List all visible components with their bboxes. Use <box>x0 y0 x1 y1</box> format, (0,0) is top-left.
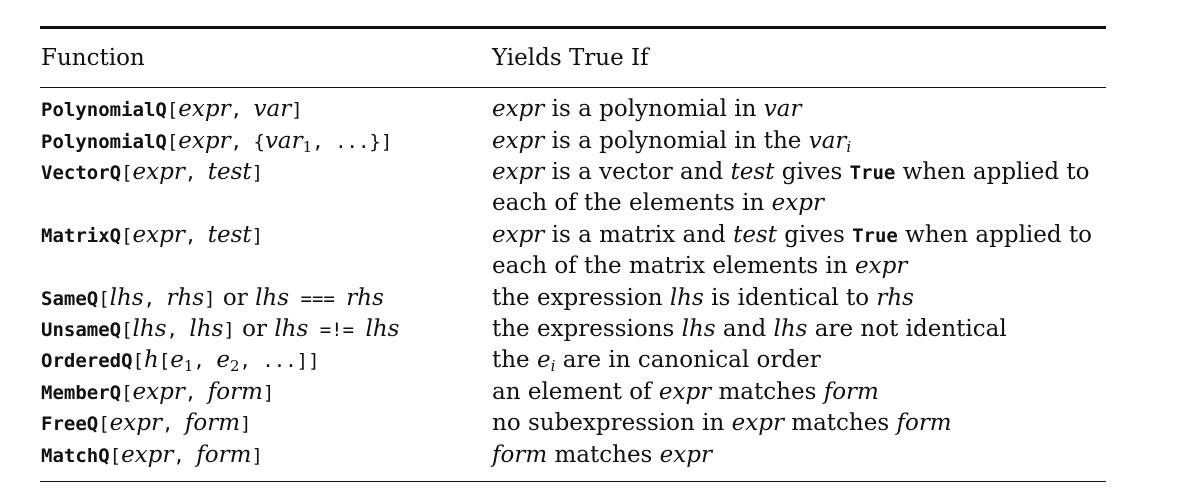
table-row-description: an element of expr matches form <box>492 379 879 405</box>
table-row-description: expr is a vector and test gives True whe… <box>492 159 1090 185</box>
table-row-description: expr is a matrix and test gives True whe… <box>492 222 1093 248</box>
table-top-rule <box>40 26 1106 29</box>
table-row-function: FreeQ[expr, form] <box>41 410 252 436</box>
column-header-function: Function <box>41 45 145 71</box>
table-row-function: UnsameQ[lhs, lhs] or lhs =!= lhs <box>41 316 400 342</box>
table-row-description: the expression lhs is identical to rhs <box>492 285 914 311</box>
table-row-description: the expressions lhs and lhs are not iden… <box>492 316 1007 342</box>
table-row-function: PolynomialQ[expr, var] <box>41 96 303 122</box>
table-bottom-rule <box>40 481 1106 482</box>
table-row-function: OrderedQ[h[e1, e2, ...]] <box>41 347 320 375</box>
column-header-yields-true-if: Yields True If <box>492 45 649 71</box>
table-row-description: the ei are in canonical order <box>492 347 821 375</box>
table-row-description: form matches expr <box>492 442 712 468</box>
table-header-rule <box>40 87 1106 88</box>
table-row-function: MatrixQ[expr, test] <box>41 222 264 248</box>
table-row-function: PolynomialQ[expr, {var1, ...}] <box>41 128 393 156</box>
table-row-description-continued: each of the elements in expr <box>492 190 824 216</box>
table-row-description-continued: each of the matrix elements in expr <box>492 253 908 279</box>
table-row-function: MemberQ[expr, form] <box>41 379 275 405</box>
table-row-description: expr is a polynomial in var <box>492 96 802 122</box>
table-row-function: VectorQ[expr, test] <box>41 159 264 185</box>
table-row-description: expr is a polynomial in the vari <box>492 128 852 156</box>
table-row-description: no subexpression in expr matches form <box>492 410 952 436</box>
table-row-function: SameQ[lhs, rhs] or lhs === rhs <box>41 285 384 311</box>
table-row-function: MatchQ[expr, form] <box>41 442 263 468</box>
